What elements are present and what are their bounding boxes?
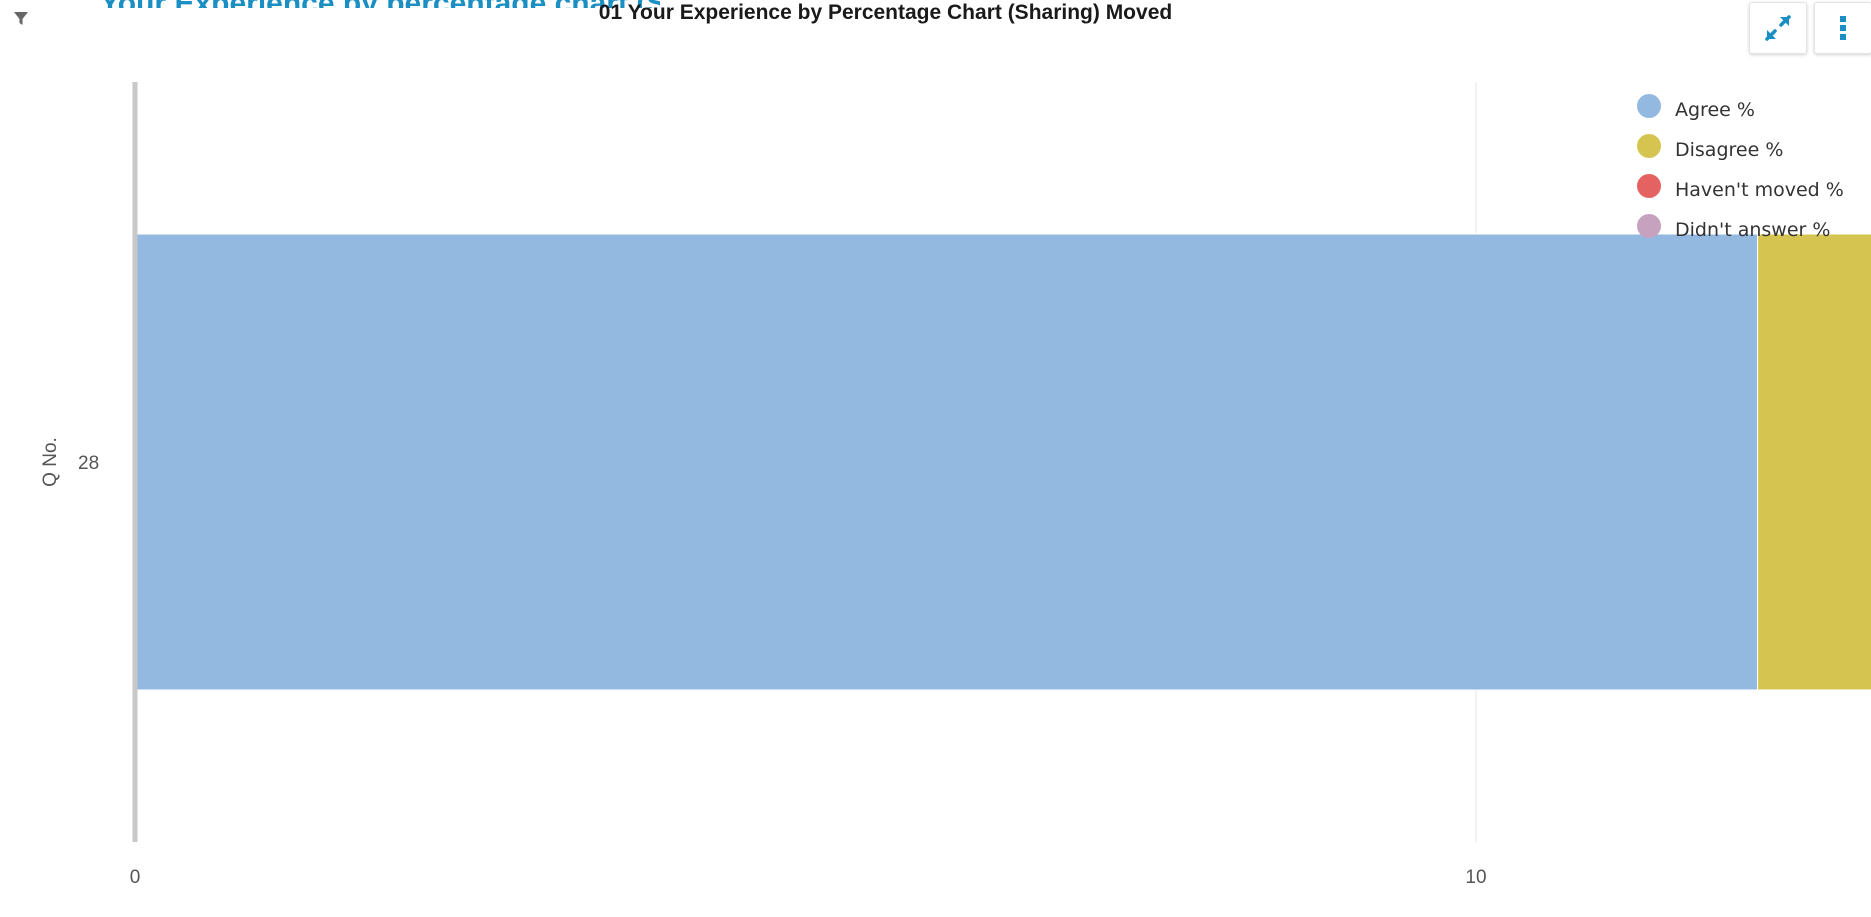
y-axis-label: Q No. — [40, 437, 61, 487]
legend-item[interactable]: Haven't moved % — [1637, 170, 1844, 210]
legend-marker — [1637, 214, 1661, 238]
expand-button[interactable] — [1749, 2, 1807, 54]
legend-item[interactable]: Agree % — [1637, 90, 1844, 130]
x-tick-label: 0 — [130, 867, 141, 888]
legend-label: Didn't answer % — [1675, 219, 1831, 241]
chart-title: 01 Your Experience by Percentage Chart (… — [598, 1, 1173, 24]
legend: Agree % Disagree % Haven't moved % Didn't a… — [1637, 90, 1844, 250]
legend-label: Haven't moved % — [1675, 179, 1844, 201]
x-tick-label: 10 — [1465, 867, 1486, 888]
more-options-button[interactable] — [1814, 2, 1871, 54]
widget-title: Your Experience by percentage chart (Sha… — [100, 0, 660, 8]
bar-segment[interactable]: Agree %: 12.1 — [134, 233, 1759, 691]
filter-icon[interactable] — [12, 10, 30, 28]
legend-marker — [1637, 94, 1661, 118]
more-vertical-icon — [1840, 16, 1846, 40]
bar-segment[interactable]: Disagree %: 2.6 — [1757, 233, 1871, 691]
axes: 010203040506070809010011028Q No. — [40, 82, 1487, 888]
legend-label: Disagree % — [1675, 139, 1784, 161]
legend-marker — [1637, 174, 1661, 198]
y-tick-label: 28 — [78, 453, 99, 474]
legend-marker — [1637, 134, 1661, 158]
legend-label: Agree % — [1675, 99, 1755, 121]
expand-icon — [1765, 15, 1791, 41]
legend-item[interactable]: Didn't answer % — [1637, 210, 1844, 250]
bars: Agree %: 12.1Disagree %: 2.6Haven't move… — [134, 233, 1871, 691]
legend-item[interactable]: Disagree % — [1637, 130, 1844, 170]
